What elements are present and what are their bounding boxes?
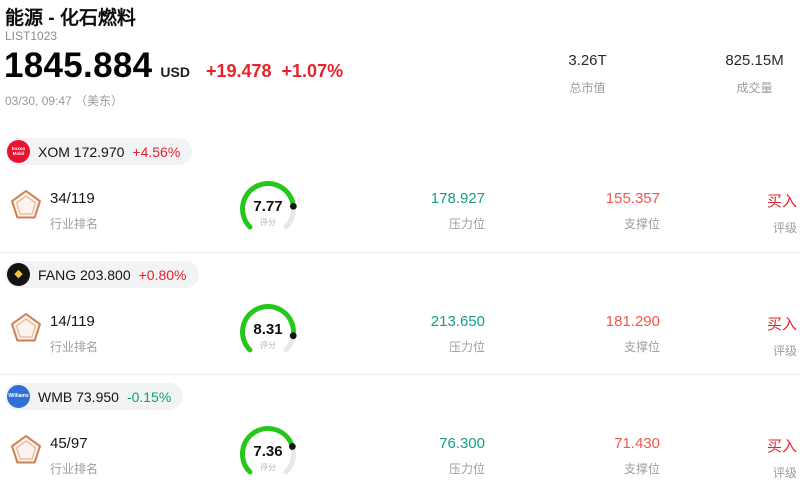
ticker-pill[interactable]: Exxon Mobil XOM 172.970 +4.56% (5, 138, 193, 165)
volume-value: 825.15M (725, 52, 784, 69)
company-logo-icon: Exxon Mobil (7, 140, 30, 163)
gauge-track-arc (283, 336, 295, 353)
score-gauge-svg (239, 425, 296, 475)
resistance-value: 213.650 (430, 313, 485, 330)
volume-stat: 825.15M 成交量 (707, 52, 800, 96)
gauge-track-arc (283, 207, 296, 230)
score-label: 评分 (260, 463, 276, 472)
industry-rank-value: 14/119 (50, 313, 95, 330)
support-value: 71.430 (614, 435, 660, 452)
ticker-pill[interactable]: Williams WMB 73.950 -0.15% (5, 383, 184, 410)
support-block: 181.290 支撑位 (540, 313, 660, 355)
index-change: +19.478 (205, 61, 272, 81)
stock-list: Exxon Mobil XOM 172.970 +4.56% 34/119 行业… (0, 130, 800, 488)
ticker-symbol-price: WMB 73.950 (38, 388, 119, 405)
resistance-block: 76.300 压力位 (365, 435, 485, 477)
score-gauge-svg (240, 304, 297, 353)
rating-label: 评级 (772, 466, 797, 480)
rating-label: 评级 (772, 344, 797, 358)
ticker-change-pct: -0.15% (126, 388, 172, 405)
gauge-fill-arc (240, 181, 296, 230)
ticker-pill[interactable]: ◆ FANG 203.800 +0.80% (5, 261, 199, 288)
ticker-symbol-price: FANG 203.800 (38, 266, 131, 283)
resistance-value: 76.300 (439, 435, 485, 452)
support-label: 支撑位 (623, 462, 660, 476)
industry-rank-label: 行业排名 (50, 462, 99, 476)
support-value: 155.357 (605, 190, 660, 207)
rating-block: 买入 评级 (700, 435, 797, 481)
ticker-symbol-price: XOM 172.970 (38, 143, 125, 160)
score-label: 评分 (260, 218, 276, 227)
market-cap-stat: 3.26T 总市值 (540, 52, 635, 96)
gauge-track-arc (283, 447, 296, 475)
market-cap-value: 3.26T (568, 52, 607, 69)
rating-block: 买入 评级 (700, 313, 797, 359)
score-value: 7.77 (253, 198, 283, 215)
support-label: 支撑位 (623, 217, 660, 231)
stock-section: Williams WMB 73.950 -0.15% 45/97 行业排名 (0, 374, 800, 488)
gauge-needle-dot (288, 443, 296, 450)
industry-rank-badge-icon (9, 188, 43, 222)
industry-rank-label: 行业排名 (50, 217, 99, 231)
rating-value: 买入 (766, 193, 797, 210)
score-label: 评分 (260, 341, 276, 350)
score-gauge-svg (240, 181, 297, 230)
index-quote: 1845.884 USD +19.478 +1.07% (4, 46, 343, 86)
resistance-label: 压力位 (448, 340, 485, 354)
score-value: 7.36 (253, 443, 283, 460)
stock-metrics-row: 45/97 行业排名 7.36 评分 76.300 压力位 71.430 支撑位 (0, 425, 800, 488)
rating-value: 买入 (766, 316, 797, 333)
list-id: LIST1023 (5, 29, 58, 43)
support-block: 155.357 支撑位 (540, 190, 660, 232)
index-price: 1845.884 (4, 46, 153, 85)
support-block: 71.430 支撑位 (540, 435, 660, 477)
volume-label: 成交量 (736, 81, 773, 95)
company-logo-icon: ◆ (7, 263, 30, 286)
gauge-needle-dot (289, 202, 297, 210)
score-gauge: 7.77 评分 (223, 178, 313, 236)
stock-metrics-row: 14/119 行业排名 8.31 评分 213.650 压力位 181.290 … (0, 304, 800, 375)
ticker-change-pct: +0.80% (138, 266, 187, 283)
stock-metrics-row: 34/119 行业排名 7.77 评分 178.927 压力位 155.357 … (0, 181, 800, 252)
industry-rank-badge-icon (9, 311, 43, 345)
gauge-needle-dot (289, 332, 297, 340)
industry-rank: 14/119 行业排名 (50, 313, 98, 355)
gauge-fill-arc (240, 304, 296, 353)
stock-section: ◆ FANG 203.800 +0.80% 14/119 行业排名 (0, 252, 800, 374)
score-gauge: 8.31 评分 (223, 301, 313, 359)
currency-label: USD (160, 64, 190, 80)
resistance-block: 178.927 压力位 (365, 190, 485, 232)
rating-value: 买入 (766, 438, 797, 455)
industry-rank-value: 45/97 (50, 435, 88, 452)
resistance-label: 压力位 (448, 217, 485, 231)
resistance-label: 压力位 (448, 462, 485, 476)
industry-rank: 45/97 行业排名 (50, 435, 98, 477)
score-value: 8.31 (253, 321, 283, 338)
market-cap-label: 总市值 (569, 81, 606, 95)
company-logo-icon: Williams (7, 385, 30, 408)
support-label: 支撑位 (623, 340, 660, 354)
industry-rank-value: 34/119 (50, 190, 95, 207)
score-gauge: 7.36 评分 (223, 423, 313, 481)
industry-rank-label: 行业排名 (50, 340, 99, 354)
resistance-block: 213.650 压力位 (365, 313, 485, 355)
industry-rank-badge-icon (9, 433, 43, 467)
gauge-fill-arc (239, 425, 294, 475)
quote-timestamp: 03/30, 09:47 （美东） (5, 94, 124, 108)
rating-block: 买入 评级 (700, 190, 797, 236)
rating-label: 评级 (772, 221, 797, 235)
support-value: 181.290 (605, 313, 660, 330)
resistance-value: 178.927 (430, 190, 485, 207)
ticker-change-pct: +4.56% (132, 143, 181, 160)
stock-section: Exxon Mobil XOM 172.970 +4.56% 34/119 行业… (0, 130, 800, 252)
index-change-pct: +1.07% (281, 61, 344, 81)
industry-rank: 34/119 行业排名 (50, 190, 98, 232)
page-title: 能源 - 化石燃料 (5, 8, 136, 29)
